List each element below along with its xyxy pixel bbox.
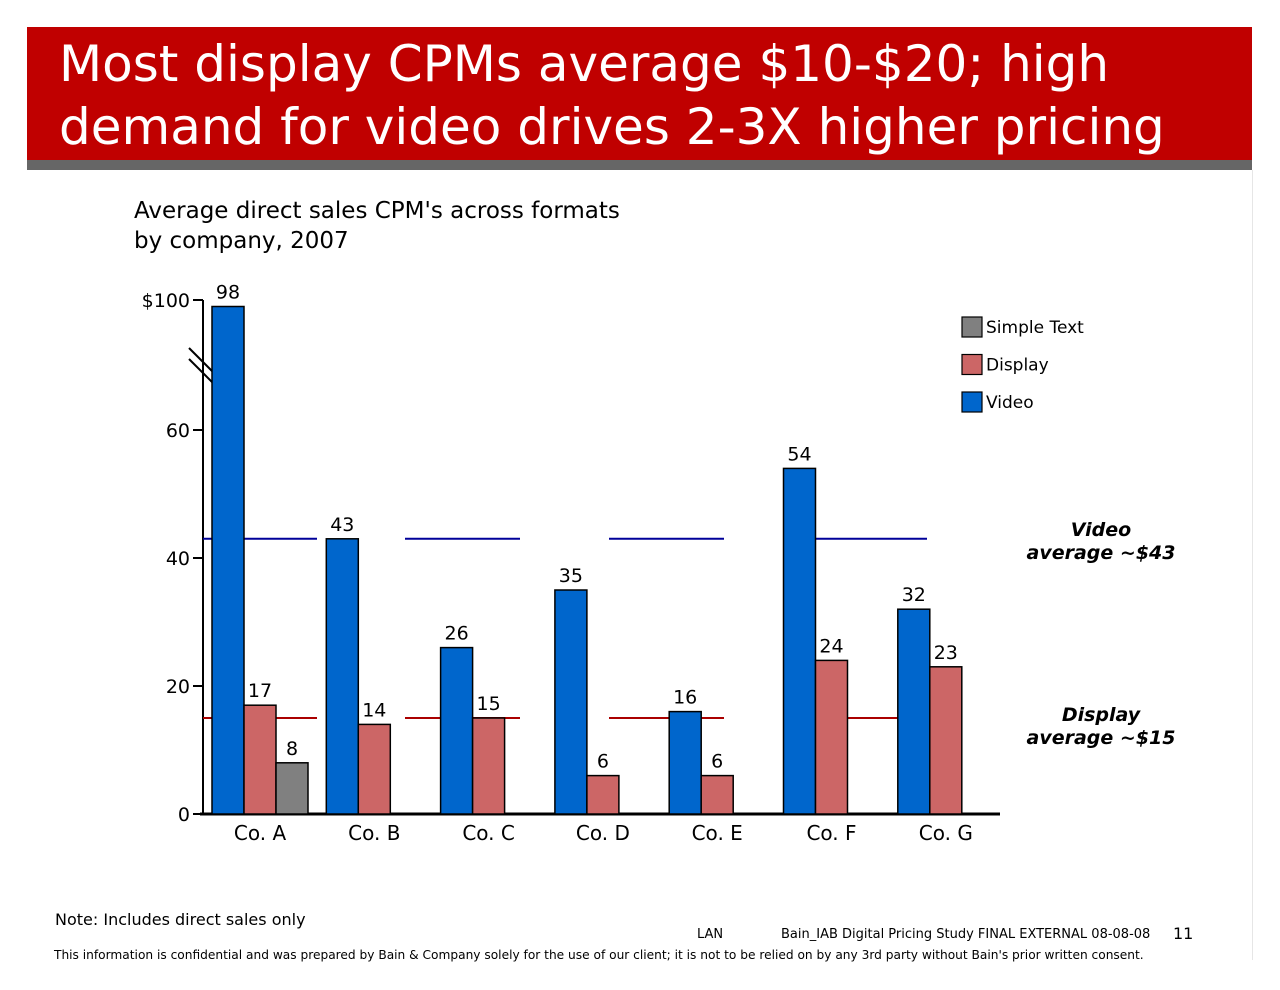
video-bar	[554, 589, 588, 815]
data-label: 6	[597, 751, 609, 773]
axis-break-mark	[188, 358, 214, 384]
display-bar	[471, 717, 506, 815]
data-label: 35	[559, 565, 583, 587]
legend-swatch	[961, 353, 983, 376]
video-bar	[211, 305, 245, 815]
confidentiality-disclaimer: This information is confidential and was…	[54, 948, 1144, 962]
y-tick-label: $100	[142, 290, 190, 312]
data-label: 16	[673, 687, 697, 709]
chart-title: Average direct sales CPM's across format…	[134, 198, 620, 254]
display-bar	[700, 774, 734, 815]
data-label: 98	[216, 282, 240, 304]
x-tick-label: Co. A	[234, 821, 287, 845]
video-bar	[668, 710, 702, 815]
x-tick-label: Co. F	[806, 821, 856, 845]
simple-text-bar	[275, 762, 309, 815]
legend-label: Display	[986, 356, 1049, 376]
y-tick-label: 40	[166, 548, 190, 570]
video-bar	[325, 538, 360, 815]
video-bar	[897, 608, 931, 815]
legend-label: Simple Text	[986, 318, 1084, 338]
x-tick-label: Co. D	[576, 821, 630, 845]
data-label: 26	[445, 623, 469, 645]
legend-swatch	[961, 391, 983, 413]
data-label: 23	[934, 642, 958, 664]
y-tick-label: 0	[178, 804, 190, 826]
data-label: 14	[362, 699, 386, 721]
legend-label: Video	[986, 393, 1034, 413]
display-bar	[357, 723, 392, 815]
footnote: Note: Includes direct sales only	[55, 910, 306, 929]
display-bar	[929, 666, 963, 815]
x-tick-label: Co. G	[919, 821, 973, 845]
x-tick-label: Co. E	[692, 821, 743, 845]
display-bar	[586, 774, 620, 815]
data-label: 24	[819, 635, 843, 657]
y-tick-label: 60	[166, 420, 190, 442]
display-bar	[814, 659, 849, 815]
data-label: 8	[286, 738, 298, 760]
video-average-annotation: average ~$43	[1027, 542, 1176, 564]
axis-break-mark	[188, 347, 214, 373]
right-border	[1252, 170, 1253, 960]
display-average-annotation: average ~$15	[1027, 727, 1176, 749]
data-label: 43	[330, 514, 354, 536]
legend-swatch	[961, 316, 983, 338]
title-banner: Most display CPMs average $10-$20; high …	[27, 27, 1252, 160]
data-label: 32	[902, 584, 926, 606]
data-label: 54	[787, 443, 811, 465]
data-label: 15	[477, 693, 501, 715]
video-bar	[439, 646, 474, 815]
title-underline	[27, 160, 1252, 170]
y-tick-label: 20	[166, 676, 190, 698]
x-tick-label: Co. B	[348, 821, 400, 845]
x-tick-label: Co. C	[462, 821, 515, 845]
video-average-annotation: Video	[1071, 519, 1131, 541]
video-bar	[782, 467, 817, 815]
footer-code: LAN	[697, 927, 724, 942]
slide-title: Most display CPMs average $10-$20; high …	[59, 35, 1165, 156]
data-label: 17	[248, 680, 272, 702]
data-label: 6	[711, 751, 723, 773]
page-number: 11	[1173, 924, 1194, 943]
display-bar	[243, 704, 277, 815]
footer-study-name: Bain_IAB Digital Pricing Study FINAL EXT…	[781, 927, 1151, 942]
display-average-annotation: Display	[1062, 704, 1142, 726]
